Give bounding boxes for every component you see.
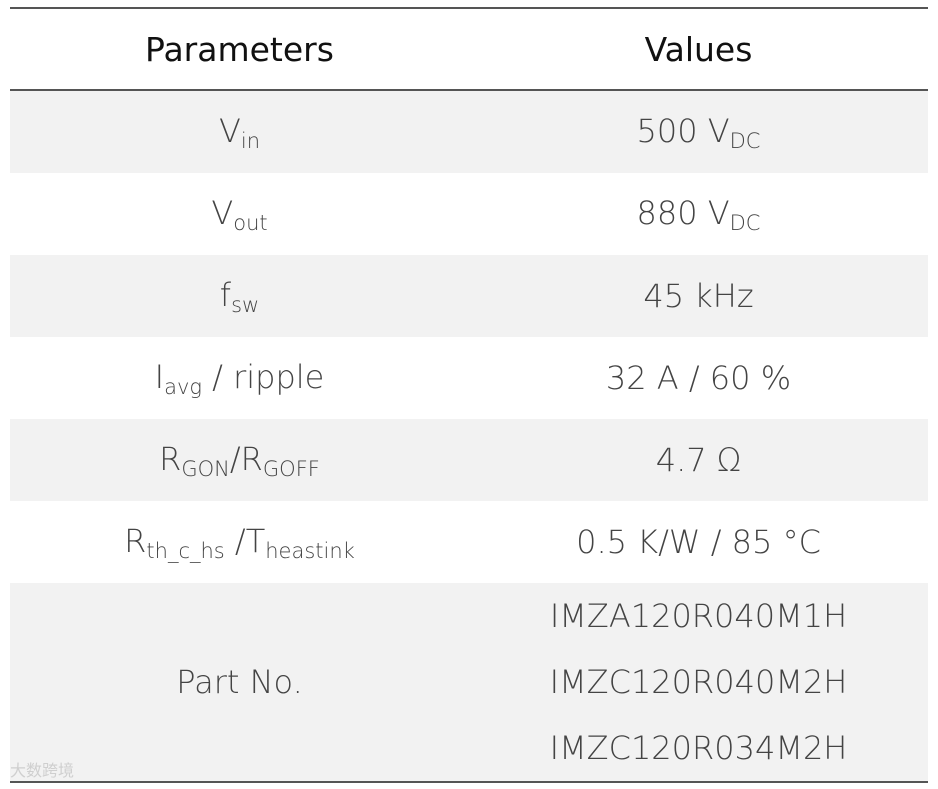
table-cell: 32 A / 60 %: [469, 337, 928, 419]
watermark: 大数跨境: [10, 761, 75, 780]
subscript: DC: [729, 210, 761, 235]
table-cell: 45 kHz: [469, 255, 928, 337]
table-cell: RGON/RGOFF: [10, 419, 469, 501]
header-cell: Values: [469, 8, 928, 91]
text-run: V: [218, 111, 241, 150]
table-cell: Part No.: [10, 583, 469, 782]
table-row: fsw 45 kHz: [10, 255, 928, 337]
table-row: Vin 500 VDC: [10, 90, 928, 173]
subscript: sw: [231, 292, 260, 317]
text-run: 4.7 Ω: [655, 441, 742, 479]
part-number: IMZA120R040M1H: [549, 597, 848, 635]
table-cell: IMZA120R040M1H IMZC120R040M2H IMZC120R034M…: [469, 583, 928, 782]
table-cell: Vout: [10, 173, 469, 255]
table-row: Rth_c_hs /Theastink 0.5 K/W / 85 °C: [10, 501, 928, 583]
table-cell: 500 VDC: [469, 90, 928, 173]
subscript: out: [233, 210, 268, 235]
subscript: GON: [181, 456, 230, 481]
parameter-table: Parameters Values Vin 500 VDC Vout 880 VDC f…: [10, 7, 928, 783]
text-run: I: [154, 357, 165, 396]
table-cell: fsw: [10, 255, 469, 337]
subscript: heastink: [265, 538, 355, 563]
text-run: R: [159, 439, 182, 478]
table-cell: 880 VDC: [469, 173, 928, 255]
text-run: 0.5 K/W / 85 °C: [576, 523, 821, 561]
text-run: / ripple: [201, 357, 325, 396]
text-run: Part No.: [176, 663, 303, 701]
table-row: Iavg / ripple 32 A / 60 %: [10, 337, 928, 419]
text-run: T: [245, 521, 266, 560]
subscript: DC: [729, 128, 761, 153]
table-cell: 4.7 Ω: [469, 419, 928, 501]
subscript: avg: [164, 374, 202, 399]
table-row: RGON/RGOFF 4.7 Ω: [10, 419, 928, 501]
part-number: IMZC120R034M2H: [549, 729, 848, 767]
text-run: R: [124, 521, 147, 560]
text-run: /: [224, 521, 246, 560]
text-run: 32 A / 60 %: [605, 359, 792, 397]
header-cell: Parameters: [10, 8, 469, 91]
text-run: 45 kHz: [643, 277, 754, 315]
text-run: V: [211, 193, 234, 232]
table-row: Vout 880 VDC: [10, 173, 928, 255]
table-cell: Vin: [10, 90, 469, 173]
subscript: th_c_hs: [146, 538, 225, 563]
part-number: IMZC120R040M2H: [549, 663, 848, 701]
text-run: 500 V: [636, 111, 730, 150]
text-run: 880 V: [636, 193, 730, 232]
table-body: Vin 500 VDC Vout 880 VDC fsw 45 kHz Iavg / rip…: [10, 90, 928, 782]
table-cell: 0.5 K/W / 85 °C: [469, 501, 928, 583]
subscript: GOFF: [262, 456, 320, 481]
text-run: f: [219, 275, 232, 314]
table-cell: Rth_c_hs /Theastink: [10, 501, 469, 583]
subscript: in: [240, 128, 261, 153]
table-row: Part No. IMZA120R040M1H IMZC120R040M2H IMZC…: [10, 583, 928, 782]
header-row: Parameters Values: [10, 8, 928, 91]
table-cell: Iavg / ripple: [10, 337, 469, 419]
text-run: /R: [229, 439, 263, 478]
